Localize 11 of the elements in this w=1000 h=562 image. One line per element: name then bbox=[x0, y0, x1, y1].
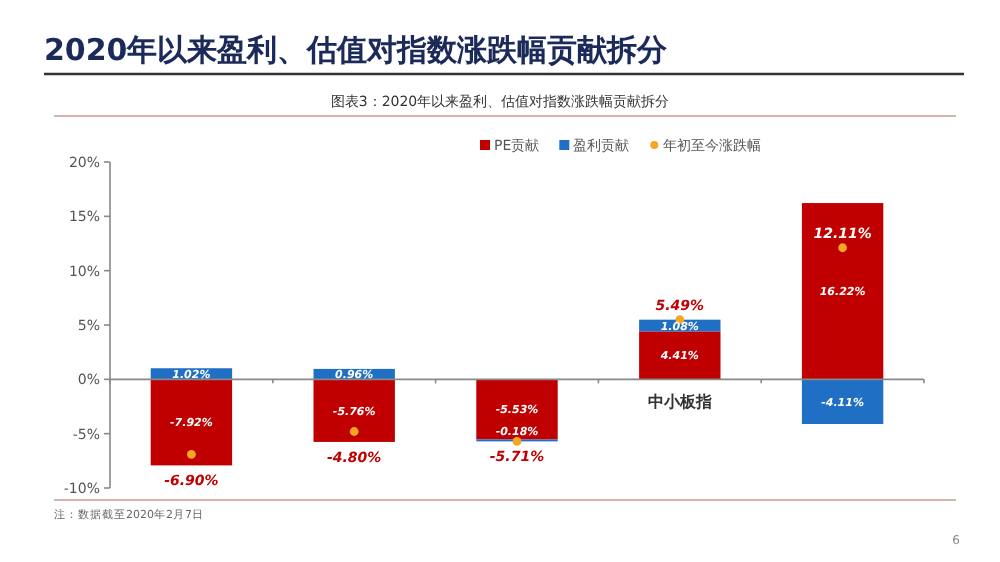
bar bbox=[150, 379, 233, 466]
point bbox=[349, 427, 359, 436]
bar bbox=[639, 331, 721, 380]
bar bbox=[313, 379, 395, 442]
point bbox=[187, 449, 196, 459]
x-tick-label: 中小板指 bbox=[647, 393, 712, 412]
chart-title: 2020年以来盈利、估值对指数涨跌幅贡献拆分 bbox=[44, 32, 670, 68]
bar bbox=[801, 203, 884, 380]
point bbox=[512, 436, 522, 446]
bar bbox=[801, 379, 884, 424]
point bbox=[838, 243, 847, 253]
